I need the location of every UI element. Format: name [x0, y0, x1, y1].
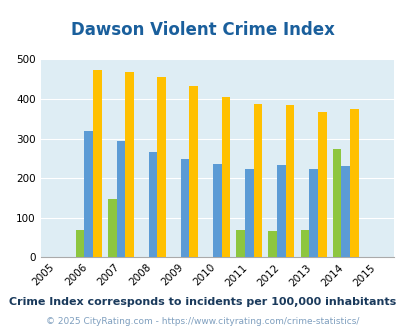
Bar	[189, 86, 198, 257]
Bar	[317, 113, 326, 257]
Bar	[157, 77, 166, 257]
Bar	[244, 169, 253, 257]
Bar	[253, 104, 262, 257]
Bar	[125, 72, 134, 257]
Bar	[148, 152, 157, 257]
Bar	[300, 230, 309, 257]
Bar	[221, 97, 230, 257]
Bar	[93, 70, 102, 257]
Bar	[285, 105, 294, 257]
Bar	[309, 169, 317, 257]
Bar	[277, 165, 285, 257]
Bar	[236, 230, 244, 257]
Bar	[180, 159, 189, 257]
Bar	[84, 131, 93, 257]
Bar	[332, 149, 341, 257]
Bar	[268, 231, 277, 257]
Text: Crime Index corresponds to incidents per 100,000 inhabitants: Crime Index corresponds to incidents per…	[9, 297, 396, 307]
Text: © 2025 CityRating.com - https://www.cityrating.com/crime-statistics/: © 2025 CityRating.com - https://www.city…	[46, 317, 359, 326]
Bar	[116, 141, 125, 257]
Bar	[349, 109, 358, 257]
Bar	[108, 199, 116, 257]
Bar	[212, 164, 221, 257]
Bar	[76, 230, 84, 257]
Text: Dawson Violent Crime Index: Dawson Violent Crime Index	[71, 21, 334, 40]
Bar	[341, 166, 349, 257]
